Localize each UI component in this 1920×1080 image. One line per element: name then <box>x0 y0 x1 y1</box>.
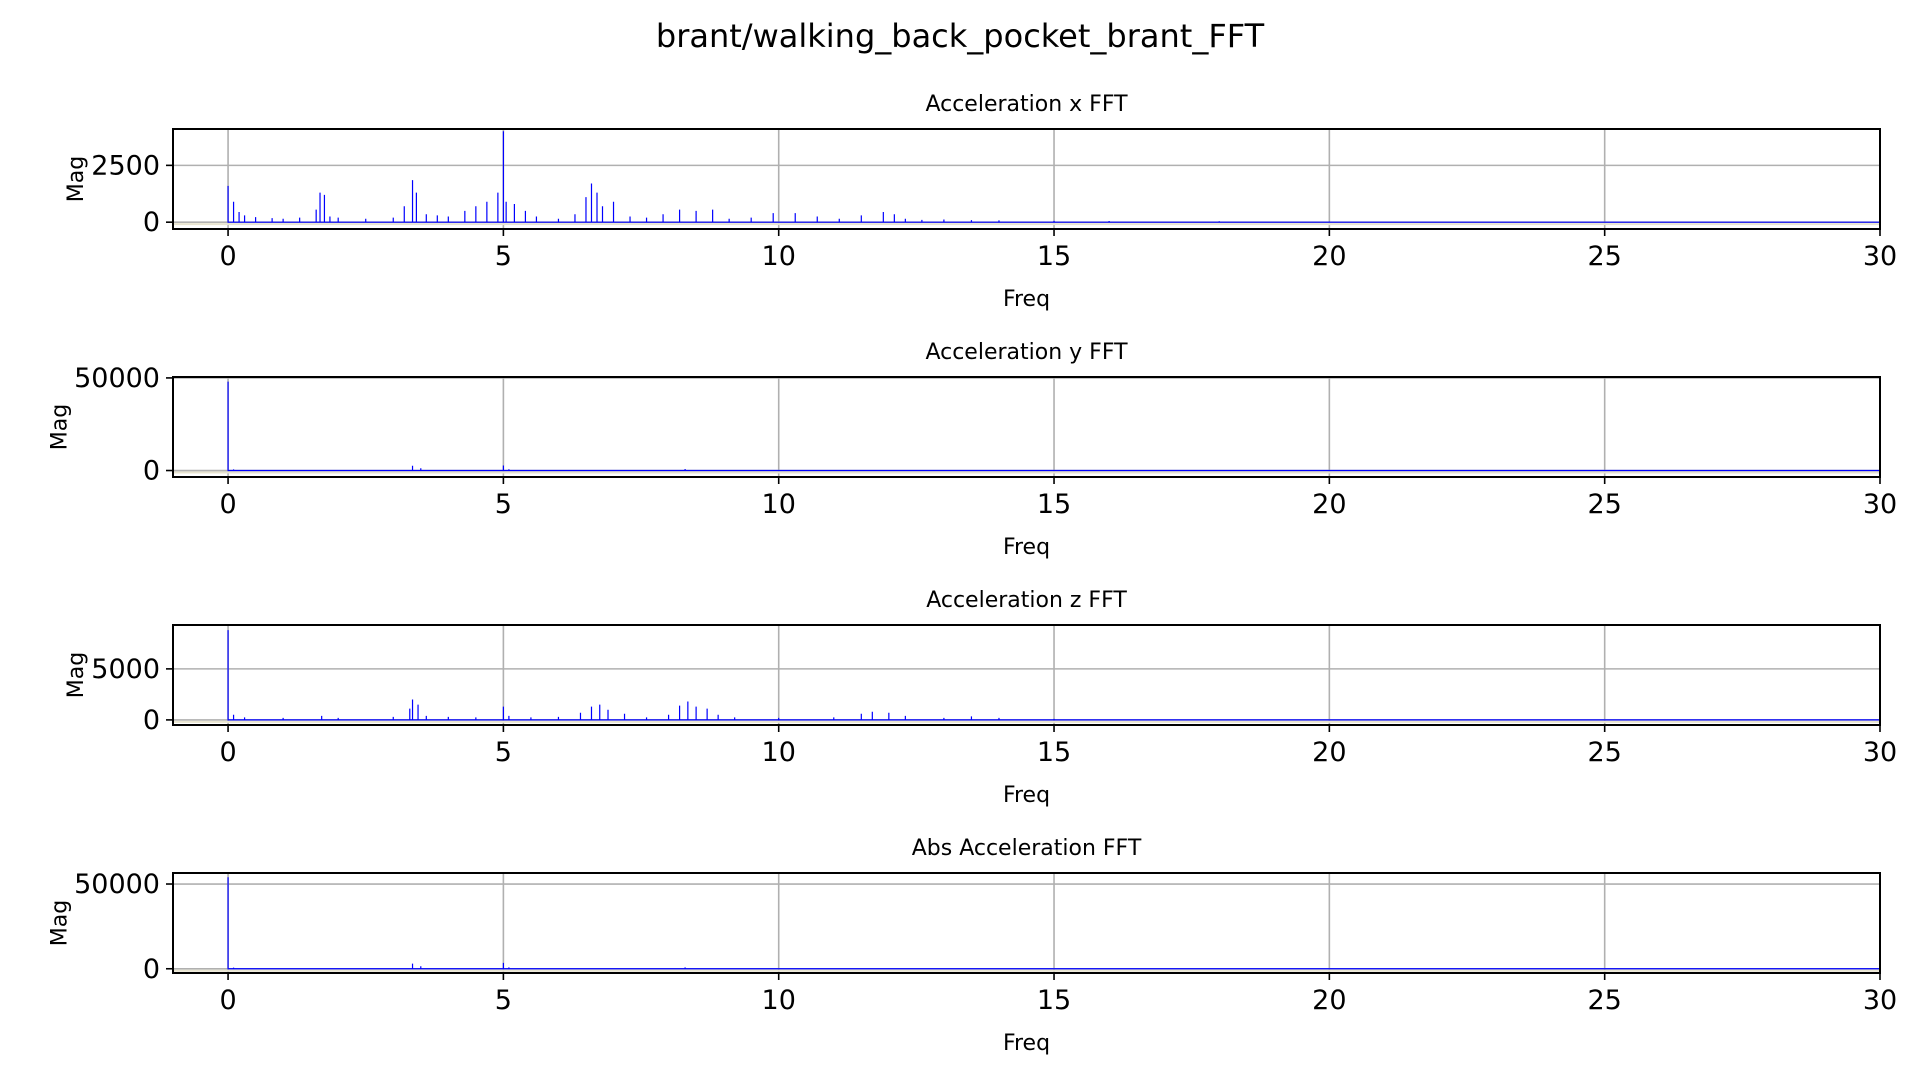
x-tick-label: 5 <box>495 737 512 768</box>
x-tick-label: 20 <box>1312 737 1346 768</box>
x-tick-label: 15 <box>1037 737 1071 768</box>
x-tick-label: 30 <box>1863 489 1897 520</box>
x-tick-label: 0 <box>219 489 236 520</box>
series-line-1 <box>227 877 1881 970</box>
x-tick-label: 15 <box>1037 241 1071 272</box>
axes-frame <box>172 128 1881 230</box>
y-tick-label: 0 <box>143 456 160 487</box>
x-tick-label: 10 <box>762 737 796 768</box>
x-axis-label: Freq <box>1003 1031 1050 1056</box>
y-tick-label: 0 <box>143 954 160 985</box>
series-line-1 <box>227 630 1881 721</box>
axes-frame <box>172 376 1881 478</box>
x-tick-label: 10 <box>762 241 796 272</box>
x-tick-label: 25 <box>1587 489 1621 520</box>
subplot-4: 0 5 10 15 20 25 30 0 50000 Abs Acceleration FFT Fr… <box>48 836 1898 1056</box>
axes-frame <box>172 624 1881 726</box>
x-tick-label: 25 <box>1587 737 1621 768</box>
subplot-title: Acceleration x FFT <box>925 92 1128 117</box>
x-tick-label: 10 <box>762 985 796 1016</box>
x-tick-label: 30 <box>1863 737 1897 768</box>
x-tick-label: 25 <box>1587 985 1621 1016</box>
x-tick-label: 5 <box>495 489 512 520</box>
x-tick-label: 20 <box>1312 985 1346 1016</box>
y-axis-label: Mag <box>64 652 89 698</box>
x-axis-label: Freq <box>1003 535 1050 560</box>
x-tick-label: 5 <box>495 241 512 272</box>
x-tick-label: 15 <box>1037 985 1071 1016</box>
x-tick-label: 15 <box>1037 489 1071 520</box>
x-tick-label: 5 <box>495 985 512 1016</box>
x-tick-label: 10 <box>762 489 796 520</box>
y-tick-label: 50000 <box>74 869 160 900</box>
x-tick-label: 25 <box>1587 241 1621 272</box>
subplot-title: Acceleration z FFT <box>926 588 1127 613</box>
y-tick-label: 0 <box>143 207 160 238</box>
subplot-1: 0 5 10 15 20 25 30 0 2500 Acceleration x FFT Freq M… <box>64 92 1897 312</box>
x-tick-label: 20 <box>1312 489 1346 520</box>
subplot-title: Abs Acceleration FFT <box>912 836 1142 861</box>
x-tick-label: 0 <box>219 985 236 1016</box>
y-axis-label: Mag <box>48 900 73 946</box>
y-axis-label: Mag <box>64 156 89 202</box>
y-axis-label: Mag <box>48 404 73 450</box>
x-axis-label: Freq <box>1003 287 1050 312</box>
subplot-3: 0 5 10 15 20 25 30 0 5000 Acceleration z FFT Freq M… <box>64 588 1897 808</box>
series-line-1 <box>227 381 1881 472</box>
series-line-1 <box>227 131 1881 223</box>
x-tick-label: 30 <box>1863 985 1897 1016</box>
y-tick-label: 0 <box>143 705 160 736</box>
y-tick-label: 2500 <box>91 150 160 181</box>
y-tick-label: 5000 <box>91 654 160 685</box>
x-tick-label: 20 <box>1312 241 1346 272</box>
x-tick-label: 30 <box>1863 241 1897 272</box>
x-axis-label: Freq <box>1003 783 1050 808</box>
figure-title: brant/walking_back_pocket_brant_FFT <box>656 17 1265 55</box>
axes-frame <box>172 872 1881 974</box>
subplot-title: Acceleration y FFT <box>925 340 1128 365</box>
subplot-2: 0 5 10 15 20 25 30 0 50000 Acceleration y FFT Freq… <box>48 340 1898 560</box>
y-tick-label: 50000 <box>74 363 160 394</box>
x-tick-label: 0 <box>219 241 236 272</box>
x-tick-label: 0 <box>219 737 236 768</box>
